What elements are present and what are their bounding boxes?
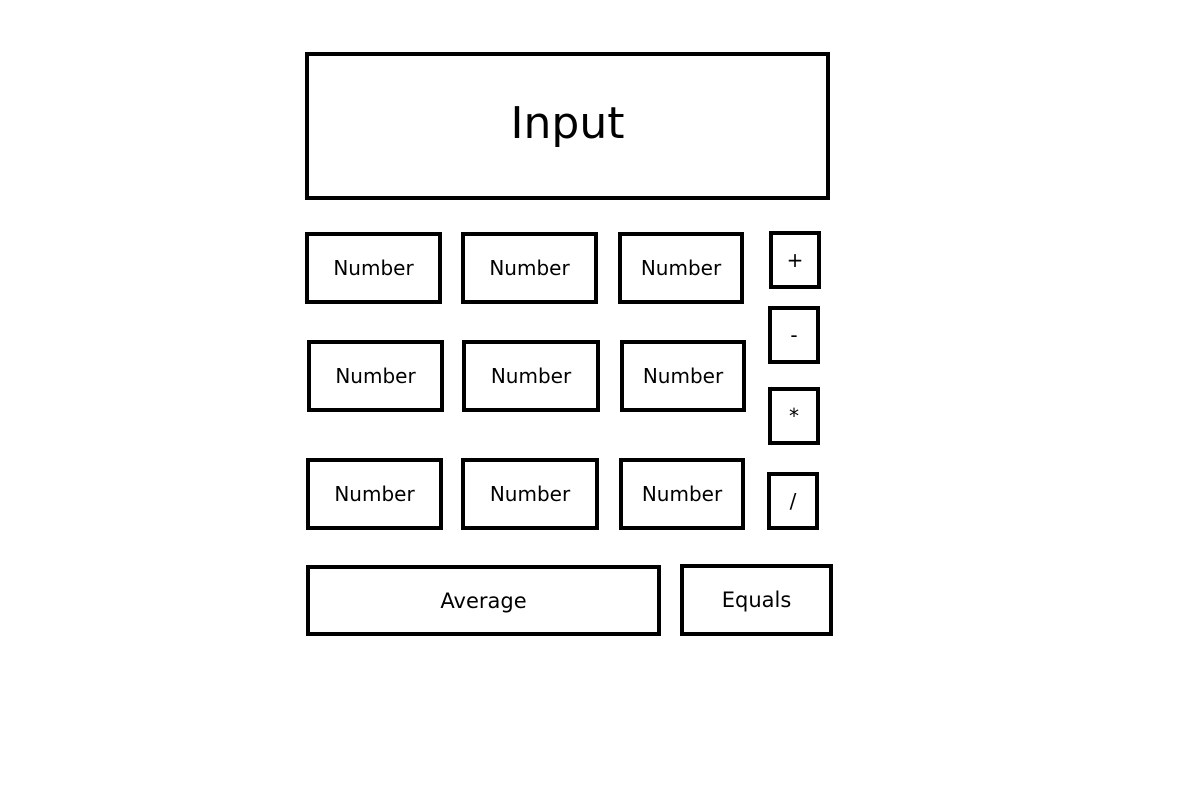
subtract-button[interactable]: -	[768, 306, 820, 364]
number-button-4[interactable]: Number	[307, 340, 444, 412]
multiply-button[interactable]: *	[768, 387, 820, 445]
input-display-label: Input	[510, 97, 625, 149]
number-button-2[interactable]: Number	[461, 232, 598, 304]
number-button-5[interactable]: Number	[462, 340, 600, 412]
number-button-1[interactable]: Number	[305, 232, 442, 304]
equals-button[interactable]: Equals	[680, 564, 833, 636]
number-button-9[interactable]: Number	[619, 458, 745, 530]
number-button-7[interactable]: Number	[306, 458, 443, 530]
number-button-6[interactable]: Number	[620, 340, 746, 412]
number-button-8[interactable]: Number	[461, 458, 599, 530]
divide-button[interactable]: /	[767, 472, 819, 530]
input-display[interactable]: Input	[305, 52, 830, 200]
number-button-3[interactable]: Number	[618, 232, 744, 304]
add-button[interactable]: +	[769, 231, 821, 289]
average-button[interactable]: Average	[306, 565, 661, 636]
